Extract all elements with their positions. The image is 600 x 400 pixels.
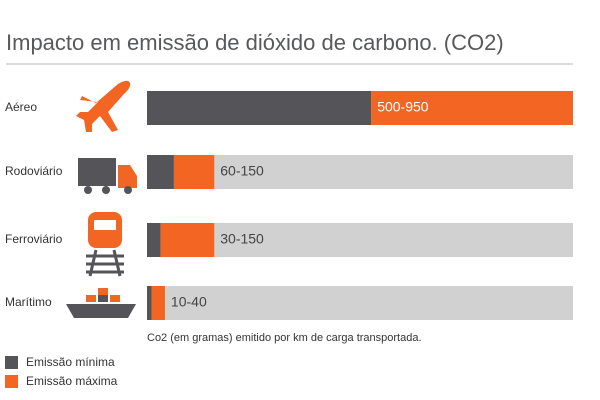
icon-train	[86, 212, 124, 277]
category-label: Rodoviário	[5, 164, 63, 178]
icon-ship	[66, 288, 136, 318]
category-label: Aéreo	[5, 100, 37, 114]
value-label: 10-40	[171, 294, 207, 310]
bar-max	[371, 91, 573, 125]
category-label: Marítimo	[5, 295, 52, 309]
chart-title: Impacto em emissão de dióxido de carbono…	[6, 30, 504, 55]
bar-track	[147, 155, 573, 189]
legend-label: Emissão máxima	[26, 374, 118, 388]
bar-track	[147, 223, 573, 257]
bar-max	[173, 155, 215, 189]
note: Co2 (em gramas) emitido por km de carga …	[147, 332, 422, 344]
legend-swatch	[5, 356, 18, 369]
bar-min	[147, 286, 152, 320]
legend-label: Emissão mínima	[26, 355, 115, 369]
value-label: 500-950	[377, 99, 429, 115]
bar-min	[147, 223, 161, 257]
icon-plane	[76, 80, 131, 132]
bar-max	[160, 223, 215, 257]
bar-min	[147, 91, 372, 125]
bar-max	[151, 286, 165, 320]
bar-track	[147, 286, 573, 320]
value-label: 60-150	[220, 163, 264, 179]
value-label: 30-150	[220, 231, 264, 247]
legend-swatch	[5, 375, 18, 388]
category-label: Ferroviário	[5, 232, 63, 246]
bar-min	[147, 155, 174, 189]
icon-truck	[78, 158, 137, 194]
